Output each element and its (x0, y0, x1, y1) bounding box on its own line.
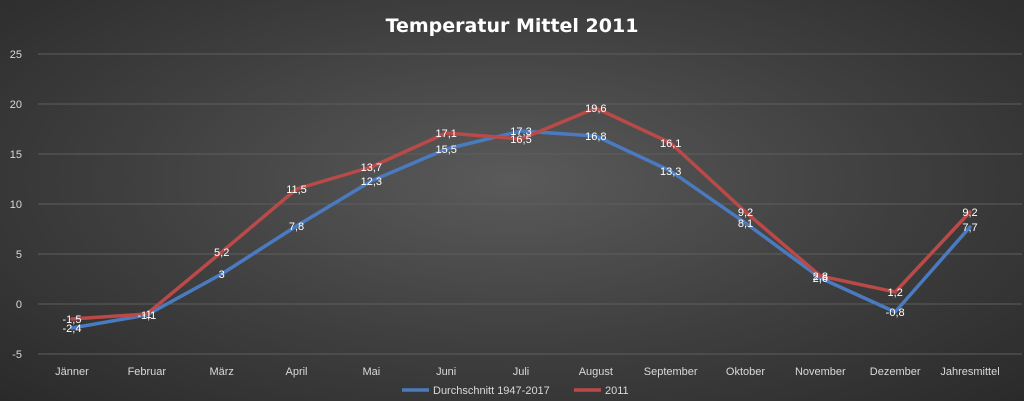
data-label: 2,6 (813, 273, 828, 285)
x-tick-label: Jänner (55, 366, 89, 378)
x-tick-label: Juni (436, 366, 456, 378)
data-point (669, 141, 673, 145)
x-tick-label: Jahresmittel (940, 366, 999, 378)
data-label: 11,5 (286, 184, 307, 196)
data-point (369, 165, 373, 169)
x-tick-label: Juli (513, 366, 530, 378)
data-label: 17,3 (510, 126, 531, 138)
x-tick-label: Mai (362, 366, 380, 378)
legend-label: 2011 (605, 385, 629, 397)
data-label: 16,8 (585, 131, 606, 143)
data-label: 1,2 (888, 287, 903, 299)
x-tick-label: Februar (128, 366, 167, 378)
series-lines (70, 106, 972, 330)
data-label: 16,1 (660, 138, 681, 150)
series-line-1 (70, 129, 972, 330)
data-labels: -2,4 -1,1 3 7,8 12,3 15,5 17,3 16,8 13,3 8,1 2,6 -0… (63, 103, 978, 335)
data-label: -1,1 (137, 310, 156, 322)
data-point (519, 137, 523, 141)
y-tick-label: -5 (12, 349, 22, 361)
data-label: 5,2 (214, 247, 229, 259)
data-point (968, 210, 972, 214)
data-point (893, 290, 897, 294)
x-tick-label: April (285, 366, 307, 378)
data-point (669, 169, 673, 173)
data-label: -1 (142, 309, 152, 321)
data-point (70, 326, 74, 330)
data-label: 7,7 (962, 222, 977, 234)
data-point (70, 317, 74, 321)
data-point (893, 310, 897, 314)
data-label: 7,8 (289, 221, 304, 233)
data-point (369, 179, 373, 183)
data-label: 15,5 (435, 144, 456, 156)
gridlines (38, 53, 1022, 355)
data-point (744, 221, 747, 225)
data-point (594, 134, 598, 138)
data-label: 16,5 (510, 134, 531, 146)
data-point (818, 274, 822, 278)
data-label: -0,8 (886, 307, 905, 319)
y-tick-label: 20 (10, 99, 22, 111)
x-tick-label: August (579, 366, 613, 378)
data-point (444, 147, 448, 151)
data-label: -2,4 (63, 323, 82, 335)
data-point (145, 312, 149, 316)
x-tick-label: Dezember (870, 366, 921, 378)
data-label: 13,7 (361, 162, 382, 174)
x-axis-ticks: Jänner Februar März April Mai Juni Juli August S… (55, 366, 999, 378)
data-label: 2,8 (813, 271, 828, 283)
y-tick-label: 15 (10, 149, 22, 161)
y-tick-label: 10 (10, 199, 22, 211)
data-point (295, 187, 298, 191)
y-tick-label: 5 (16, 249, 22, 261)
chart-title: Temperatur Mittel 2011 (386, 15, 639, 37)
y-tick-label: 25 (10, 49, 22, 61)
x-tick-label: November (795, 366, 846, 378)
legend-label: Durchschnitt 1947-2017 (433, 385, 550, 397)
data-label: 3 (219, 269, 225, 281)
data-label: 19,6 (585, 103, 606, 115)
data-label: 13,3 (660, 166, 681, 178)
data-point (444, 131, 448, 135)
y-tick-label: 0 (16, 299, 22, 311)
data-point (220, 272, 224, 276)
x-tick-label: Oktober (726, 366, 765, 378)
data-point (220, 250, 224, 254)
y-axis-ticks: -5 0 5 10 15 20 25 (10, 49, 22, 361)
data-point (594, 106, 598, 110)
data-point (744, 210, 747, 214)
legend: Durchschnitt 1947-2017 2011 (402, 385, 629, 397)
data-point (968, 225, 972, 229)
data-label: 12,3 (361, 176, 382, 188)
data-point (295, 224, 298, 228)
data-label: 17,1 (435, 128, 456, 140)
x-tick-label: März (209, 366, 233, 378)
data-label: 9,2 (738, 207, 753, 219)
x-tick-label: September (644, 366, 698, 378)
data-label: 9,2 (962, 207, 977, 219)
data-label: -1,5 (63, 314, 82, 326)
data-label: 8,1 (738, 218, 753, 230)
data-point (519, 129, 523, 133)
